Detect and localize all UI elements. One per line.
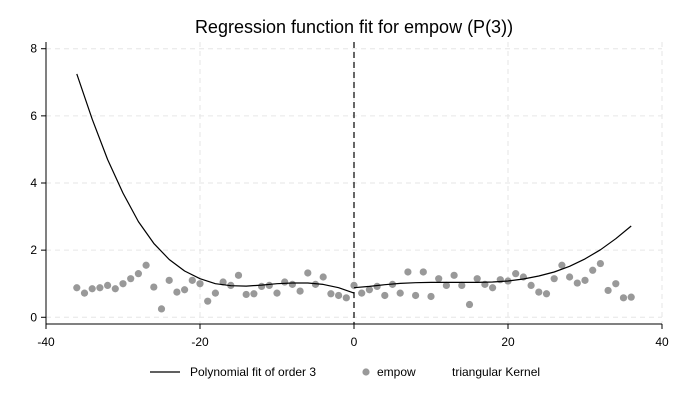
- scatter-point: [88, 285, 96, 293]
- legend-marker-swatch: [362, 368, 370, 376]
- scatter-point: [550, 275, 558, 283]
- scatter-point: [181, 286, 189, 294]
- scatter-point: [265, 281, 273, 289]
- x-tick-label: 20: [501, 335, 515, 349]
- scatter-point: [296, 287, 304, 295]
- legend-label-empow: empow: [377, 365, 416, 379]
- y-tick-label: 4: [30, 176, 37, 190]
- scatter-point: [150, 283, 158, 291]
- scatter-point: [396, 289, 404, 297]
- scatter-point: [558, 261, 566, 269]
- scatter-point: [619, 294, 628, 302]
- scatter-point: [96, 284, 104, 292]
- scatter-point: [358, 289, 366, 297]
- scatter-point: [381, 291, 389, 300]
- scatter-point: [111, 285, 119, 293]
- scatter-point: [142, 261, 150, 269]
- scatter-point: [435, 275, 443, 283]
- scatter-point: [527, 281, 535, 289]
- y-tick-label: 8: [30, 42, 37, 56]
- y-tick-label: 0: [30, 310, 37, 324]
- scatter-point: [134, 270, 142, 278]
- scatter-point: [211, 289, 219, 297]
- scatter-point: [450, 271, 458, 279]
- scatter-point: [80, 289, 89, 297]
- scatter-point: [219, 278, 227, 286]
- scatter-point: [627, 293, 635, 301]
- scatter-point: [119, 280, 127, 288]
- scatter-point: [419, 268, 427, 276]
- scatter-point: [365, 286, 373, 294]
- scatter-point: [319, 273, 327, 281]
- scatter-point: [342, 294, 350, 302]
- scatter-point: [73, 284, 81, 292]
- scatter-point: [311, 280, 320, 288]
- scatter-point: [273, 289, 281, 297]
- scatter-point: [573, 279, 581, 287]
- scatter-point: [412, 291, 420, 300]
- scatter-point: [327, 290, 335, 298]
- x-tick-label: -40: [37, 335, 55, 349]
- scatter-point: [581, 276, 589, 284]
- scatter-point: [157, 305, 166, 313]
- scatter-point: [566, 273, 574, 281]
- scatter-point: [458, 281, 466, 289]
- scatter-point: [442, 281, 450, 289]
- scatter-point: [104, 281, 112, 289]
- scatter-point: [512, 270, 520, 278]
- data-marks: [73, 73, 635, 313]
- chart-title: Regression function fit for empow (P(3)): [195, 17, 513, 37]
- scatter-point: [589, 266, 597, 274]
- scatter-point: [596, 259, 605, 268]
- scatter-point: [612, 280, 620, 288]
- scatter-point: [489, 284, 497, 292]
- scatter-point: [335, 291, 343, 300]
- scatter-point: [373, 282, 381, 290]
- scatter-point: [604, 286, 612, 295]
- scatter-point: [281, 278, 289, 286]
- scatter-point: [127, 275, 135, 283]
- scatter-point: [404, 268, 412, 276]
- scatter-point: [465, 300, 474, 309]
- x-tick-label: -20: [191, 335, 209, 349]
- scatter-point: [165, 276, 173, 284]
- legend: Polynomial fit of order 3 empow triangular…: [150, 365, 540, 379]
- axes: 0 2 4 6 8 -40 -20 0 20 40: [30, 42, 669, 349]
- scatter-point: [427, 292, 435, 301]
- scatter-point: [473, 275, 481, 283]
- fit-line-segment: [76, 73, 355, 294]
- y-tick-label: 2: [30, 243, 37, 257]
- fit-line-segment: [353, 225, 632, 289]
- scatter-point: [258, 282, 266, 290]
- scatter-point: [204, 297, 212, 305]
- y-tick-label: 6: [30, 109, 37, 123]
- scatter-point: [542, 290, 551, 298]
- scatter-point: [196, 280, 204, 288]
- x-tick-label: 40: [655, 335, 669, 349]
- x-tick-label: 0: [351, 335, 358, 349]
- scatter-point: [535, 288, 543, 296]
- legend-label-kernel: triangular Kernel: [452, 365, 540, 379]
- scatter-point: [288, 280, 296, 288]
- scatter-point: [250, 290, 258, 298]
- scatter-point: [188, 276, 196, 284]
- scatter-point: [304, 269, 312, 277]
- scatter-point: [173, 288, 181, 296]
- scatter-point: [242, 290, 250, 299]
- legend-label-fit: Polynomial fit of order 3: [190, 365, 316, 379]
- scatter-point: [234, 271, 243, 279]
